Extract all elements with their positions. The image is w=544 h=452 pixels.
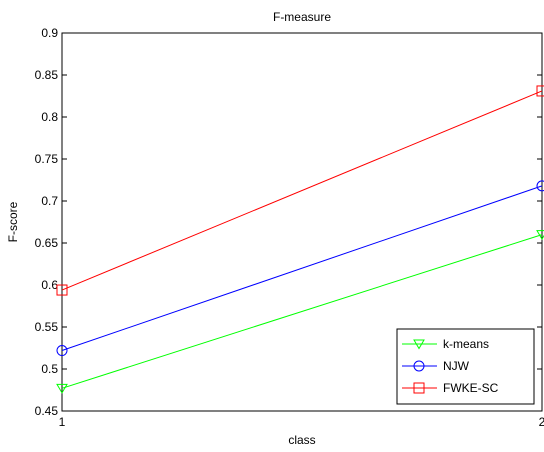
y-tick-label: 0.75 [35,152,59,166]
y-tick-label: 0.6 [41,278,58,292]
y-tick-label: 0.85 [35,68,59,82]
y-tick-label: 0.55 [35,320,59,334]
x-axis-title: class [288,433,315,447]
series-line-njw [61,185,543,351]
data-point-fwke-sc [56,284,68,296]
y-tick-label: 0.8 [41,110,58,124]
x-tick-label: 2 [539,415,544,429]
series-k-means [56,230,544,394]
data-point-k-means [56,383,68,394]
series-line-k-means [61,234,543,389]
series-njw [56,180,544,357]
data-point-njw [56,345,68,357]
chart-title: F-measure [273,10,331,24]
series-fwke-sc [56,85,544,296]
series-line-fwke-sc [61,90,543,291]
y-axis-title: F-score [6,201,20,242]
legend-label-fwke-sc: FWKE-SC [443,381,499,395]
y-tick-label: 0.5 [41,362,58,376]
legend-marker-njw [413,360,425,372]
y-tick-label: 0.65 [35,236,59,250]
legend-label-njw: NJW [443,359,470,373]
y-tick-label: 0.9 [41,26,58,40]
data-point-k-means [536,230,544,241]
y-axis: 0.45 0.5 0.55 0.6 0.65 0.7 0.75 0.8 0.85 0.9 [35,26,542,418]
legend-label-k-means: k-means [443,337,489,351]
x-tick-label: 1 [59,415,66,429]
legend: k-means NJW FWKE-SC [396,328,535,405]
series-layer [56,85,544,394]
legend-marker-fwke-sc [413,382,425,394]
y-tick-label: 0.7 [41,194,58,208]
legend-marker-k-means [413,339,425,350]
data-point-njw [536,180,544,192]
y-tick-label: 0.45 [35,404,59,418]
data-point-fwke-sc [536,85,544,97]
